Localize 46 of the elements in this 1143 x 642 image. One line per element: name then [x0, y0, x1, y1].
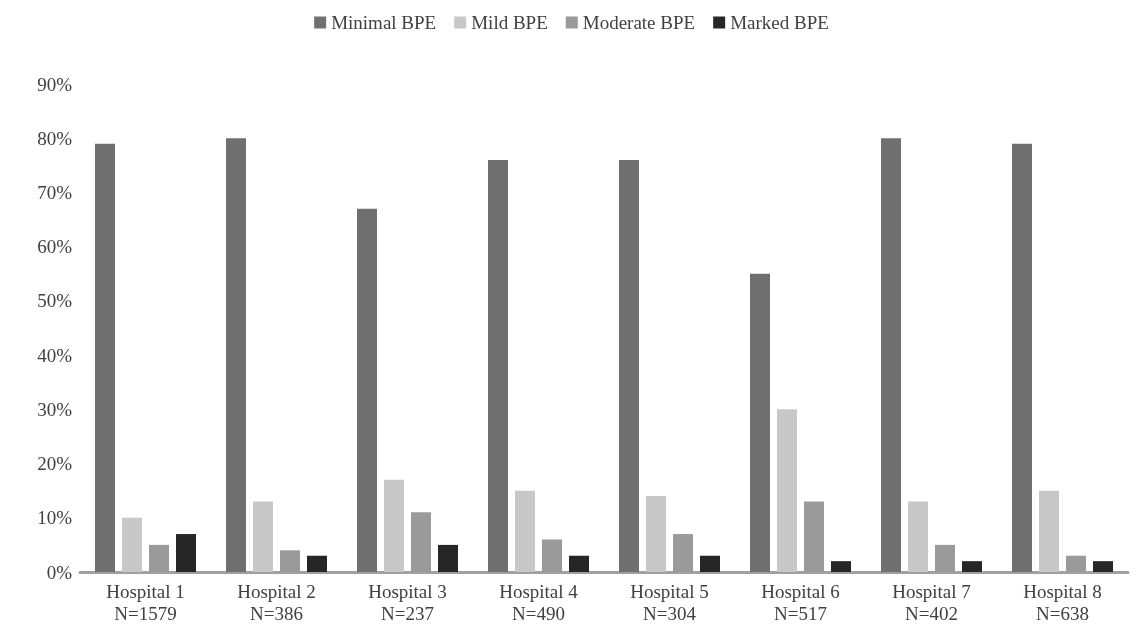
- bar: [962, 561, 982, 572]
- y-tick-label: 60%: [37, 236, 73, 258]
- bar: [438, 544, 458, 572]
- y-tick-label: 40%: [37, 344, 73, 366]
- x-tick-label: Hospital 6 N=517: [761, 580, 840, 624]
- bar: [908, 501, 928, 572]
- y-tick-label: 90%: [37, 73, 73, 95]
- bar: [750, 273, 770, 572]
- legend-label: Moderate BPE: [582, 12, 696, 33]
- bar: [881, 138, 901, 572]
- bar: [253, 501, 273, 572]
- y-tick-label: 50%: [37, 290, 73, 312]
- bar: [226, 138, 246, 572]
- bar: [569, 555, 589, 572]
- legend-label: Marked BPE: [730, 12, 829, 33]
- y-tick-label: 80%: [37, 127, 73, 149]
- x-tick-label: Hospital 1 N=1579: [106, 580, 185, 624]
- bar: [619, 159, 639, 572]
- bar: [1093, 561, 1113, 572]
- x-tick-label: Hospital 4 N=490: [499, 580, 579, 624]
- bar: [646, 496, 666, 572]
- bar: [700, 555, 720, 572]
- bar: [777, 409, 797, 572]
- bar: [357, 208, 377, 572]
- bar: [1039, 490, 1059, 572]
- bar: [1012, 143, 1032, 572]
- x-tick-label: Hospital 8 N=638: [1023, 580, 1102, 624]
- bar: [488, 159, 508, 572]
- x-tick-label: Hospital 7 N=402: [892, 580, 971, 624]
- y-tick-label: 10%: [37, 507, 73, 529]
- legend-label: Minimal BPE: [331, 12, 437, 33]
- bar: [384, 479, 404, 572]
- bar: [515, 490, 535, 572]
- bar: [307, 555, 327, 572]
- y-tick-label: 30%: [37, 398, 73, 420]
- x-tick-label: Hospital 2 N=386: [237, 580, 316, 624]
- x-tick-label: Hospital 5 N=304: [630, 580, 709, 624]
- y-tick-label: 0%: [46, 561, 73, 583]
- legend-label: Mild BPE: [471, 12, 548, 33]
- y-tick-label: 20%: [37, 453, 73, 475]
- bar: [95, 143, 115, 572]
- bar: [122, 517, 142, 572]
- bar: [831, 561, 851, 572]
- y-tick-label: 70%: [37, 181, 73, 203]
- bar: [176, 534, 196, 572]
- x-tick-label: Hospital 3 N=237: [368, 580, 447, 624]
